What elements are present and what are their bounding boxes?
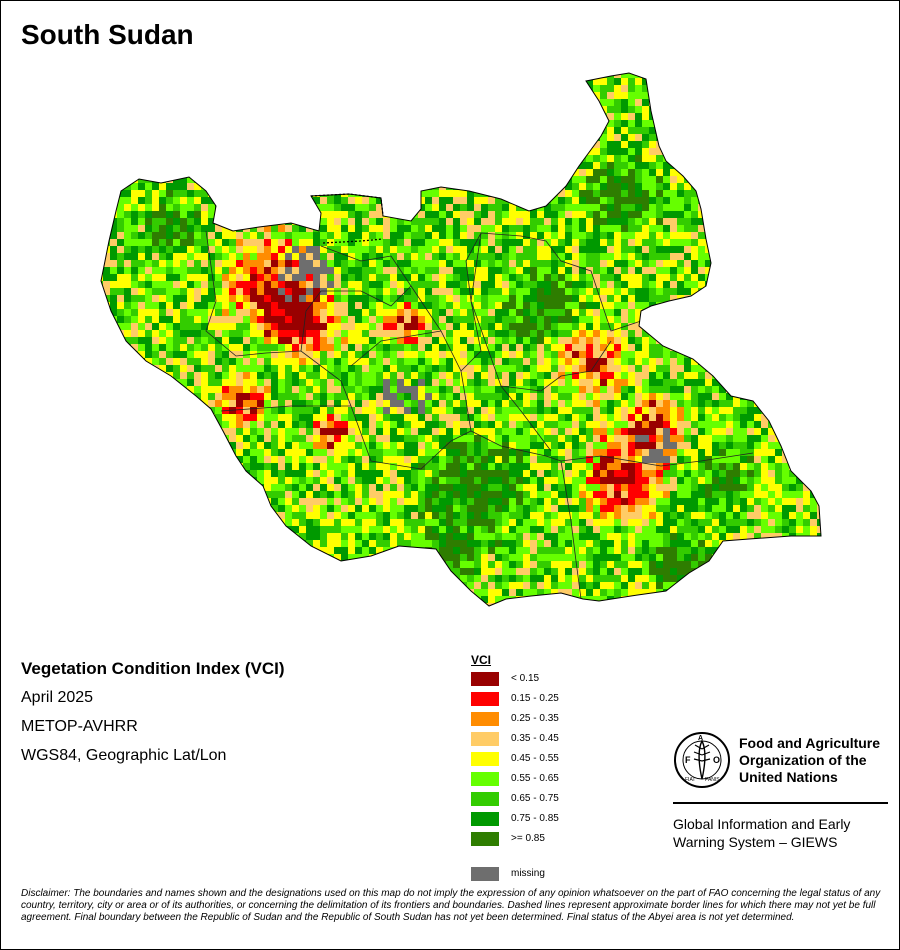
- disclaimer-text: Disclaimer: The boundaries and names sho…: [21, 888, 881, 923]
- legend-item: 0.35 - 0.45: [471, 730, 559, 747]
- legend-swatch: [471, 671, 499, 686]
- map-date: April 2025: [21, 689, 94, 706]
- giews-line-1: Global Information and Early: [673, 816, 851, 832]
- fao-org-line-2: Organization of the: [739, 752, 867, 768]
- legend-swatch: [471, 791, 499, 806]
- legend-title: VCI: [471, 653, 492, 667]
- legend-item: 0.55 - 0.65: [471, 770, 559, 787]
- legend-swatch-missing: [471, 866, 499, 881]
- legend-item: 0.15 - 0.25: [471, 690, 559, 707]
- legend-swatch: [471, 831, 499, 846]
- legend-label: 0.25 - 0.35: [511, 713, 559, 724]
- fao-divider: [673, 802, 888, 804]
- legend-item: >= 0.85: [471, 830, 559, 847]
- vci-map: [100, 72, 822, 607]
- legend-label: 0.75 - 0.85: [511, 813, 559, 824]
- legend-item-missing: missing: [471, 865, 559, 882]
- legend-label: 0.45 - 0.55: [511, 753, 559, 764]
- projection-info: WGS84, Geographic Lat/Lon: [21, 747, 227, 764]
- legend-label-missing: missing: [511, 868, 545, 879]
- legend-label: >= 0.85: [511, 833, 545, 844]
- fao-org-name: Food and Agriculture Organization of the…: [739, 735, 880, 786]
- legend-swatch: [471, 731, 499, 746]
- map-title: South Sudan: [21, 19, 194, 50]
- legend-swatch: [471, 751, 499, 766]
- legend-label: 0.15 - 0.25: [511, 693, 559, 704]
- fao-org-line-3: United Nations: [739, 769, 838, 785]
- fao-org-line-1: Food and Agriculture: [739, 735, 881, 751]
- sensor-name: METOP-AVHRR: [21, 718, 138, 735]
- vci-legend: VCI < 0.15 0.15 - 0.25 0.25 - 0.35 0.35 - 0…: [471, 653, 559, 885]
- legend-label: 0.55 - 0.65: [511, 773, 559, 784]
- giews-name: Global Information and Early Warning Sys…: [673, 815, 850, 851]
- legend-item: < 0.15: [471, 670, 559, 687]
- legend-item: 0.75 - 0.85: [471, 810, 559, 827]
- legend-item: 0.45 - 0.55: [471, 750, 559, 767]
- legend-label: 0.65 - 0.75: [511, 793, 559, 804]
- legend-swatch: [471, 711, 499, 726]
- giews-line-2: Warning System – GIEWS: [673, 834, 838, 850]
- legend-label: 0.35 - 0.45: [511, 733, 559, 744]
- legend-item: 0.25 - 0.35: [471, 710, 559, 727]
- index-name: Vegetation Condition Index (VCI): [21, 659, 285, 678]
- legend-item: 0.65 - 0.75: [471, 790, 559, 807]
- map-info: Vegetation Condition Index (VCI) April 2…: [21, 659, 285, 776]
- legend-label: < 0.15: [511, 673, 540, 684]
- fao-logo-icon: F A O FIAT PANIS: [674, 732, 730, 788]
- legend-swatch: [471, 691, 499, 706]
- legend-swatch: [471, 771, 499, 786]
- legend-swatch: [471, 811, 499, 826]
